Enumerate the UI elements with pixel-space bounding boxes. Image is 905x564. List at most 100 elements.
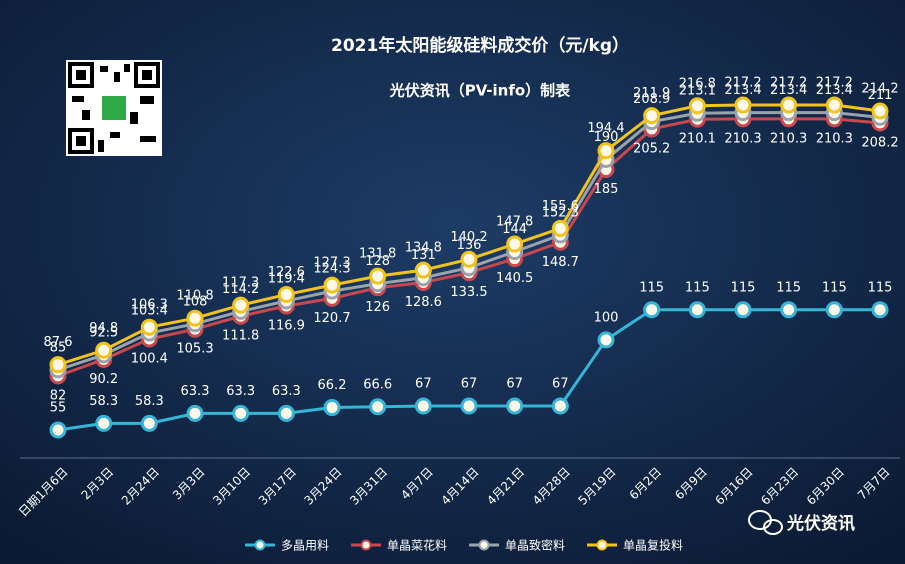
data-label: 117.3 (222, 276, 259, 291)
data-label: 133.5 (450, 285, 487, 300)
data-label: 85 (50, 340, 67, 355)
data-point (49, 421, 67, 439)
data-label: 115 (685, 280, 710, 295)
legend-marker (478, 539, 490, 551)
data-point (688, 97, 706, 115)
data-label: 131.8 (359, 247, 396, 262)
legend-marker (254, 539, 266, 551)
data-label: 55 (50, 401, 67, 416)
watermark: 光伏资讯 (786, 513, 855, 534)
data-label: 63.3 (226, 384, 255, 399)
data-label: 208.9 (633, 92, 670, 107)
qr-code (66, 60, 162, 156)
legend-label: 单晶复投料 (623, 538, 683, 553)
data-label: 94.8 (89, 321, 118, 336)
data-label: 205.2 (633, 142, 670, 157)
data-point (825, 96, 843, 114)
data-label: 213.4 (724, 83, 761, 98)
data-point (277, 404, 295, 422)
data-label: 147.8 (496, 215, 533, 230)
data-label: 217.2 (816, 76, 853, 91)
data-label: 194.4 (587, 121, 624, 136)
data-label: 67 (415, 376, 432, 391)
data-label: 128 (365, 254, 390, 269)
data-point (186, 404, 204, 422)
data-label: 119.4 (268, 271, 305, 286)
data-label: 140.5 (496, 271, 533, 286)
legend-marker (596, 539, 608, 551)
data-label: 210.3 (724, 131, 761, 146)
data-point (186, 309, 204, 327)
data-label: 148.7 (542, 255, 579, 270)
data-label: 100 (594, 310, 619, 325)
data-label: 217.2 (770, 76, 807, 91)
data-point (506, 235, 524, 253)
data-label: 213.1 (679, 84, 716, 99)
data-label: 110.8 (176, 289, 213, 304)
data-point (232, 404, 250, 422)
data-point (277, 286, 295, 304)
data-label: 124.3 (313, 262, 350, 277)
wechat-icon (748, 510, 783, 535)
data-label: 115 (639, 280, 664, 295)
data-point (323, 399, 341, 417)
data-point (643, 301, 661, 319)
data-point (734, 96, 752, 114)
data-label: 211 (868, 88, 893, 103)
data-point (643, 107, 661, 125)
data-label: 144 (502, 222, 527, 237)
data-label: 106.3 (131, 298, 168, 313)
data-label: 82 (50, 388, 67, 403)
data-label: 190 (594, 130, 619, 145)
data-label: 210.1 (679, 132, 716, 147)
data-label: 58.3 (135, 394, 164, 409)
data-label: 103.4 (131, 304, 168, 319)
data-point (734, 301, 752, 319)
data-label: 134.8 (405, 241, 442, 256)
data-point (49, 356, 67, 374)
data-point (780, 96, 798, 114)
data-point (871, 102, 889, 120)
data-point (140, 318, 158, 336)
data-label: 63.3 (181, 384, 210, 399)
data-point (95, 341, 113, 359)
data-label: 216.8 (679, 76, 716, 91)
data-point (369, 398, 387, 416)
data-point (414, 397, 432, 415)
data-point (551, 219, 569, 237)
data-label: 67 (461, 376, 478, 391)
data-label: 131 (411, 248, 436, 263)
data-label: 67 (506, 376, 523, 391)
data-point (688, 301, 706, 319)
data-label: 120.7 (313, 311, 350, 326)
data-label: 115 (868, 280, 893, 295)
data-point (323, 276, 341, 294)
data-point (414, 261, 432, 279)
data-label: 210.3 (770, 131, 807, 146)
legend-label: 单晶菜花料 (387, 538, 447, 553)
data-label: 114.2 (222, 282, 259, 297)
data-label: 63.3 (272, 384, 301, 399)
data-label: 185 (594, 182, 619, 197)
data-point (871, 301, 889, 319)
data-label: 155.6 (542, 199, 579, 214)
legend-marker (360, 539, 372, 551)
data-point (780, 301, 798, 319)
chart-title: 2021年太阳能级硅料成交价（元/kg） (331, 35, 629, 56)
data-label: 217.2 (724, 76, 761, 91)
chart-subtitle: 光伏资讯（PV-info）制表 (389, 82, 571, 100)
data-point (369, 267, 387, 285)
data-label: 92.5 (89, 325, 118, 340)
data-label: 105.3 (176, 342, 213, 357)
data-point (506, 397, 524, 415)
data-label: 87.6 (44, 335, 73, 350)
data-label: 152.3 (542, 206, 579, 221)
data-label: 67 (552, 376, 569, 391)
data-label: 127.3 (313, 256, 350, 271)
legend-label: 多晶用料 (281, 539, 329, 553)
data-label: 128.6 (405, 295, 442, 310)
data-point (597, 142, 615, 160)
data-label: 58.3 (89, 394, 118, 409)
data-label: 108 (183, 294, 208, 309)
